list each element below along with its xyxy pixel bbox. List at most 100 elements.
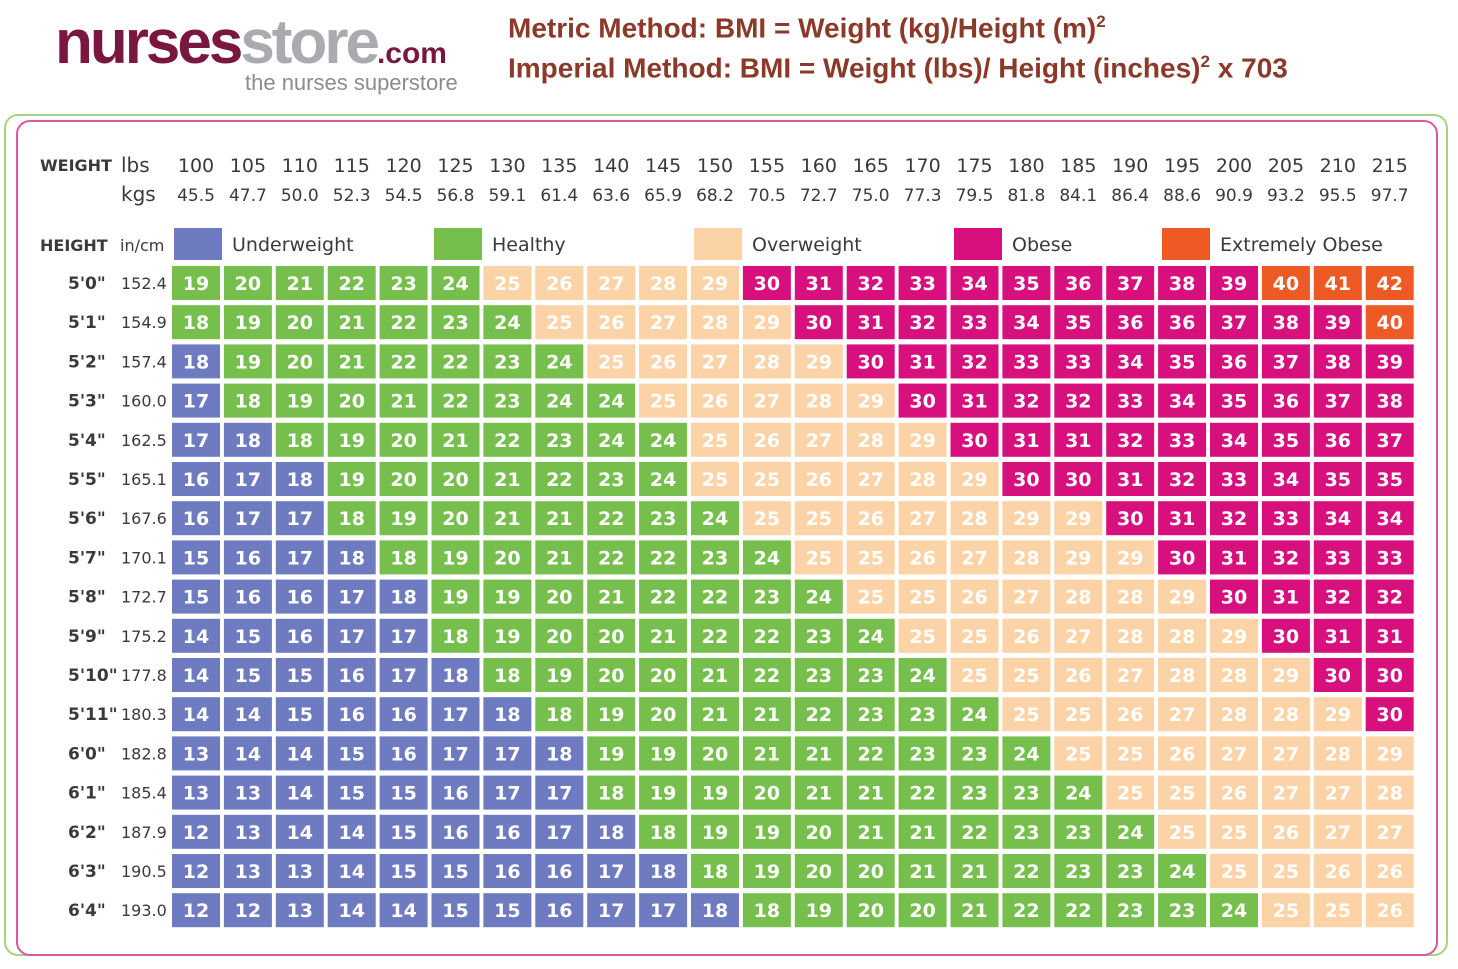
bmi-value-label: 35 [1013, 273, 1039, 295]
weight-kgs-tick: 93.2 [1267, 186, 1305, 206]
bmi-cell [483, 893, 532, 928]
bmi-value-label: 18 [598, 783, 624, 805]
bmi-value-label: 21 [702, 665, 728, 687]
bmi-cell [587, 697, 636, 732]
bmi-value-label: 26 [1065, 665, 1091, 687]
nursesstore-logo[interactable]: nursesstore.com the nurses superstore [55, 8, 475, 98]
height-ft-tick: 6'3" [68, 862, 106, 882]
bmi-cell [1106, 814, 1155, 849]
bmi-value-label: 26 [598, 312, 624, 334]
bmi-value-label: 30 [1273, 626, 1299, 648]
bmi-cell [223, 618, 272, 653]
bmi-value-label: 28 [754, 351, 780, 373]
bmi-value-label: 29 [1065, 508, 1091, 530]
bmi-cell [1365, 540, 1414, 575]
bmi-value-label: 21 [806, 783, 832, 805]
bmi-value-label: 31 [1221, 547, 1247, 569]
bmi-value-label: 19 [598, 743, 624, 765]
bmi-value-label: 25 [806, 508, 832, 530]
bmi-cell [483, 344, 532, 379]
bmi-cell [846, 383, 895, 418]
bmi-value-label: 23 [857, 704, 883, 726]
bmi-value-label: 17 [442, 743, 468, 765]
bmi-value-label: 32 [1065, 391, 1091, 413]
bmi-cell [327, 462, 376, 496]
bmi-value-label: 18 [546, 743, 572, 765]
bmi-cell [223, 814, 272, 849]
bmi-value-label: 24 [806, 587, 832, 609]
bmi-value-label: 25 [650, 391, 676, 413]
bmi-cell [846, 462, 895, 496]
bmi-cell [639, 383, 688, 418]
bmi-cell [846, 854, 895, 888]
bmi-value-label: 23 [961, 743, 987, 765]
bmi-cell [379, 775, 428, 810]
bmi-cell [1365, 736, 1414, 771]
bmi-value-label: 27 [961, 547, 987, 569]
bmi-value-label: 26 [1376, 861, 1402, 883]
bmi-cell [1210, 775, 1258, 810]
bmi-value-label: 15 [494, 900, 520, 922]
bmi-cell [379, 618, 428, 653]
bmi-value-label: 34 [1273, 469, 1299, 491]
bmi-cell [846, 618, 895, 653]
bmi-cell [535, 893, 584, 928]
bmi-value-label: 14 [287, 783, 313, 805]
bmi-cell [846, 814, 895, 849]
weight-kgs-tick: 79.5 [956, 186, 994, 206]
height-ft-tick: 6'4" [68, 901, 106, 921]
bmi-value-label: 23 [1117, 900, 1143, 922]
weight-kgs-tick: 90.9 [1215, 186, 1253, 206]
height-cm-tick: 160.0 [121, 392, 167, 411]
bmi-cell [223, 305, 272, 340]
weight-kgs-tick: 70.5 [748, 186, 786, 206]
bmi-value-label: 25 [961, 626, 987, 648]
bmi-cell [535, 540, 584, 575]
weight-lbs-tick: 170 [904, 155, 940, 177]
bmi-cell [172, 893, 220, 928]
bmi-cell [794, 697, 843, 732]
bmi-value-label: 19 [338, 469, 364, 491]
bmi-cell [431, 422, 480, 457]
bmi-cell [742, 383, 791, 418]
bmi-cell [1054, 775, 1103, 810]
bmi-value-label: 23 [1065, 861, 1091, 883]
bmi-cell [1106, 618, 1155, 653]
bmi-cell [1106, 697, 1155, 732]
bmi-value-label: 16 [338, 665, 364, 687]
bmi-value-label: 37 [1117, 273, 1143, 295]
weight-lbs-tick: 150 [697, 155, 733, 177]
bmi-cell [1365, 305, 1414, 340]
bmi-cell [1158, 893, 1207, 928]
bmi-cell [1313, 462, 1362, 496]
bmi-cell [898, 775, 947, 810]
bmi-cell [950, 697, 999, 732]
bmi-value-label: 29 [1221, 626, 1247, 648]
bmi-value-label: 21 [961, 900, 987, 922]
bmi-cell [587, 775, 636, 810]
bmi-value-label: 18 [338, 508, 364, 530]
bmi-value-label: 29 [961, 469, 987, 491]
metric-formula: Metric Method: BMI = Weight (kg)/Height … [508, 12, 1106, 44]
weight-kgs-tick: 59.1 [488, 186, 526, 206]
bmi-cell [1313, 893, 1362, 928]
bmi-value-label: 27 [1221, 743, 1247, 765]
bmi-cell [1106, 344, 1155, 379]
bmi-value-label: 17 [494, 783, 520, 805]
bmi-cell [223, 658, 272, 692]
bmi-value-label: 18 [702, 900, 728, 922]
bmi-cell [898, 462, 947, 496]
bmi-value-label: 18 [390, 587, 416, 609]
bmi-cell [587, 736, 636, 771]
bmi-value-label: 17 [390, 626, 416, 648]
bmi-value-label: 19 [235, 312, 261, 334]
bmi-value-label: 19 [598, 704, 624, 726]
bmi-cell [223, 893, 272, 928]
bmi-cell [1210, 344, 1258, 379]
bmi-value-label: 22 [390, 351, 416, 373]
bmi-cell [742, 344, 791, 379]
height-ft-tick: 5'8" [68, 588, 106, 608]
bmi-cell [327, 305, 376, 340]
bmi-value-label: 21 [754, 743, 780, 765]
bmi-value-label: 24 [494, 312, 520, 334]
